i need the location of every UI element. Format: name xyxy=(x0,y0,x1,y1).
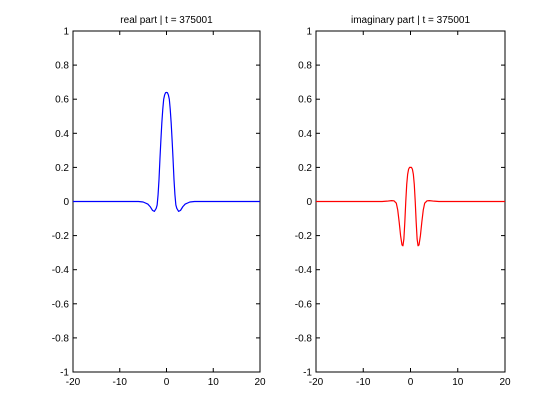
real-panel-xtick-label: 20 xyxy=(254,377,266,388)
real-panel-ytick-label: -0.4 xyxy=(52,265,70,276)
real-panel-title: real part | t = 375001 xyxy=(120,15,213,26)
imaginary-panel-ytick-label: 1 xyxy=(306,27,312,38)
imaginary-panel-ytick-label: -1 xyxy=(303,368,312,379)
real-panel: -20 -10 0 10 20 1 0.8 0.6 0.4 0.2 0 -0.2 -0.4 -0.6 -0.… xyxy=(52,15,266,388)
imaginary-panel-ytick-label: -0.6 xyxy=(295,299,313,310)
real-panel-ytick-label: -0.8 xyxy=(52,333,70,344)
imaginary-panel-series-line xyxy=(316,166,505,247)
real-panel-series-line xyxy=(73,91,260,212)
imaginary-panel: -20 -10 0 10 20 1 0.8 0.6 0.4 0.2 0 -0.2 -0.4 -0.6 -0.… xyxy=(295,15,511,388)
real-panel-xtick-label: 0 xyxy=(164,377,170,388)
imaginary-panel-ytick-label: 0.6 xyxy=(298,95,312,106)
real-panel-ytick-label: -0.2 xyxy=(52,231,70,242)
imaginary-panel-xtick-label: 0 xyxy=(408,377,414,388)
imaginary-panel-xtick-label: -20 xyxy=(309,377,324,388)
imaginary-panel-ytick-label: -0.4 xyxy=(295,265,313,276)
real-panel-ytick-label: 0.8 xyxy=(55,61,69,72)
real-panel-ytick-label: 0 xyxy=(63,197,69,208)
imaginary-panel-ytick-label: 0.2 xyxy=(298,163,312,174)
real-panel-xtick-label: -20 xyxy=(66,377,81,388)
imaginary-panel-title: imaginary part | t = 375001 xyxy=(351,15,470,26)
real-panel-ytick-label: -0.6 xyxy=(52,299,70,310)
imaginary-panel-ytick-label: 0.8 xyxy=(298,61,312,72)
real-panel-xtick-label: -10 xyxy=(113,377,128,388)
real-panel-ytick-label: 0.2 xyxy=(55,163,69,174)
real-panel-xtick-label: 10 xyxy=(208,377,220,388)
imaginary-panel-xtick-label: 20 xyxy=(499,377,511,388)
real-panel-ytick-label: 1 xyxy=(63,27,69,38)
imaginary-panel-ytick-label: 0.4 xyxy=(298,129,312,140)
imaginary-panel-ytick-label: 0 xyxy=(306,197,312,208)
real-panel-ytick-label: 0.6 xyxy=(55,95,69,106)
real-panel-ytick-label: 0.4 xyxy=(55,129,69,140)
imaginary-panel-xtick-label: -10 xyxy=(356,377,371,388)
imaginary-panel-ytick-label: -0.2 xyxy=(295,231,313,242)
real-panel-ytick-label: -1 xyxy=(60,368,69,379)
imaginary-panel-xtick-label: 10 xyxy=(452,377,464,388)
imaginary-panel-ytick-label: -0.8 xyxy=(295,333,313,344)
